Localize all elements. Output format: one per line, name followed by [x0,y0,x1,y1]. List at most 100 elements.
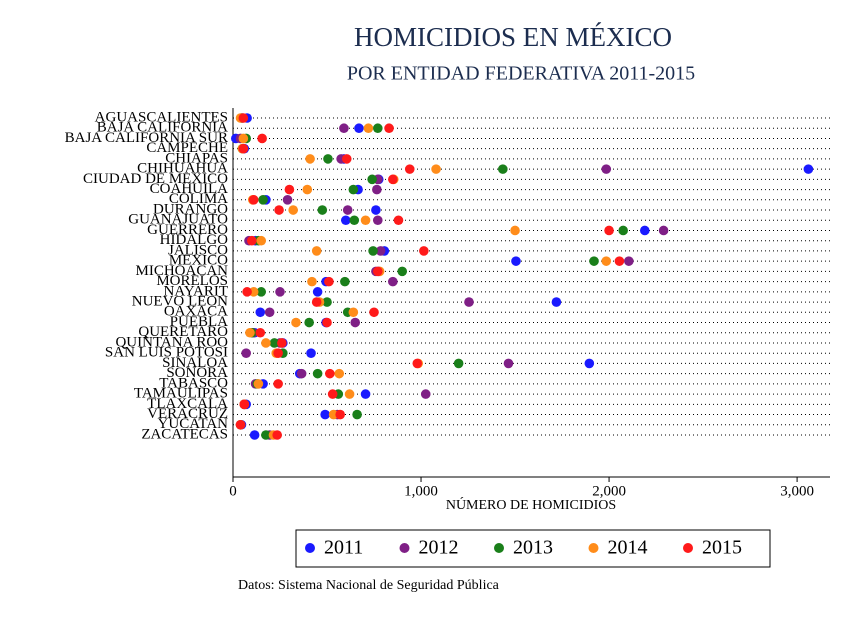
legend-label: 2015 [702,537,742,559]
dot [510,225,520,236]
y-tick-label: DURANGO [153,201,228,217]
dot [257,133,267,144]
y-tick-label: MEXICO [169,253,228,269]
dot [604,225,614,236]
y-tick-label: CHIHUAHUA [137,161,228,177]
dot [291,317,301,328]
dot [511,256,521,266]
dot [551,297,562,307]
dot [412,358,423,369]
dot [275,287,285,297]
dot [464,297,474,307]
dot [350,317,361,328]
legend-marker [683,543,693,553]
y-tick-label: OAXACA [164,304,228,320]
x-tick-label: 2,000 [592,483,626,499]
dot [348,184,359,195]
y-tick-label: JALISCO [168,242,228,258]
dot [242,287,252,297]
dot [453,358,464,369]
dot [639,225,650,236]
dot [253,379,264,389]
dot [367,174,377,185]
dot [589,256,599,266]
dot [284,184,295,195]
y-tick-label: SINALOA [162,355,228,371]
dot [601,164,612,174]
dot [372,266,383,277]
dot [393,215,404,226]
y-tick-label: COAHUILA [150,181,228,197]
dot [363,123,374,134]
dot [503,358,514,369]
dot [368,246,378,256]
dot [311,246,322,256]
legend-label: 2014 [608,537,648,559]
dot [235,419,246,430]
dot [339,123,349,134]
legend-marker [399,543,410,553]
dot [238,113,249,123]
dot [307,276,317,287]
dot [239,399,250,410]
dot [245,327,255,338]
legend-label: 2011 [324,537,363,559]
dot [384,123,394,134]
dot [248,195,259,205]
dot [601,256,612,266]
dot [305,154,315,164]
dot [354,123,364,134]
y-tick-label: TLAXCALA [147,396,228,412]
dot [274,205,284,215]
legend-marker [494,543,504,553]
y-tick-label: ZACATECAS [141,426,228,442]
y-tick-label: HIDALGO [160,232,228,248]
y-tick-label: SAN LUIS POTOSI [105,345,228,361]
y-tick-label: TAMAULIPAS [134,386,228,402]
dot [658,225,669,236]
chart-title: HOMICIDIOS EN MÉXICO [354,22,672,52]
dot [369,307,379,318]
dot [584,358,595,369]
dot [238,143,249,154]
dot [248,287,259,297]
dot [404,164,415,174]
dot [335,409,345,420]
dot [322,317,332,328]
dot [334,368,345,379]
dot [258,195,268,205]
dot [324,276,334,287]
dot [264,307,275,318]
dot [341,154,352,164]
dot [312,368,323,379]
y-tick-label: GUANAJUATO [128,212,228,228]
dot [282,195,293,205]
dot [322,297,332,307]
dot [312,287,323,297]
y-tick-label: GUERRERO [147,222,228,238]
dot [341,215,351,226]
dot [241,348,251,358]
y-tick-label: BAJA CALIFORNIA SUR [65,130,228,146]
x-tick-label: 0 [229,483,237,499]
dot [371,205,381,215]
dot [261,338,271,348]
y-tick-label: CIUDAD DE MEXICO [83,171,228,187]
y-tick-label: CHIAPAS [165,150,228,166]
dot [352,409,362,420]
dot [342,205,353,215]
dot [419,246,429,256]
dot [288,205,298,215]
y-tick-label: MORELOS [156,273,228,289]
dot [340,276,350,287]
y-tick-label: CAMPECHE [146,140,228,156]
y-tick-label: TABASCO [159,375,228,391]
dot [317,205,328,215]
x-tick-label: 1,000 [404,483,438,499]
y-tick-label: SONORA [166,365,228,381]
dot [618,225,628,236]
dot [238,133,249,144]
dot [375,246,386,256]
dot [614,256,625,266]
